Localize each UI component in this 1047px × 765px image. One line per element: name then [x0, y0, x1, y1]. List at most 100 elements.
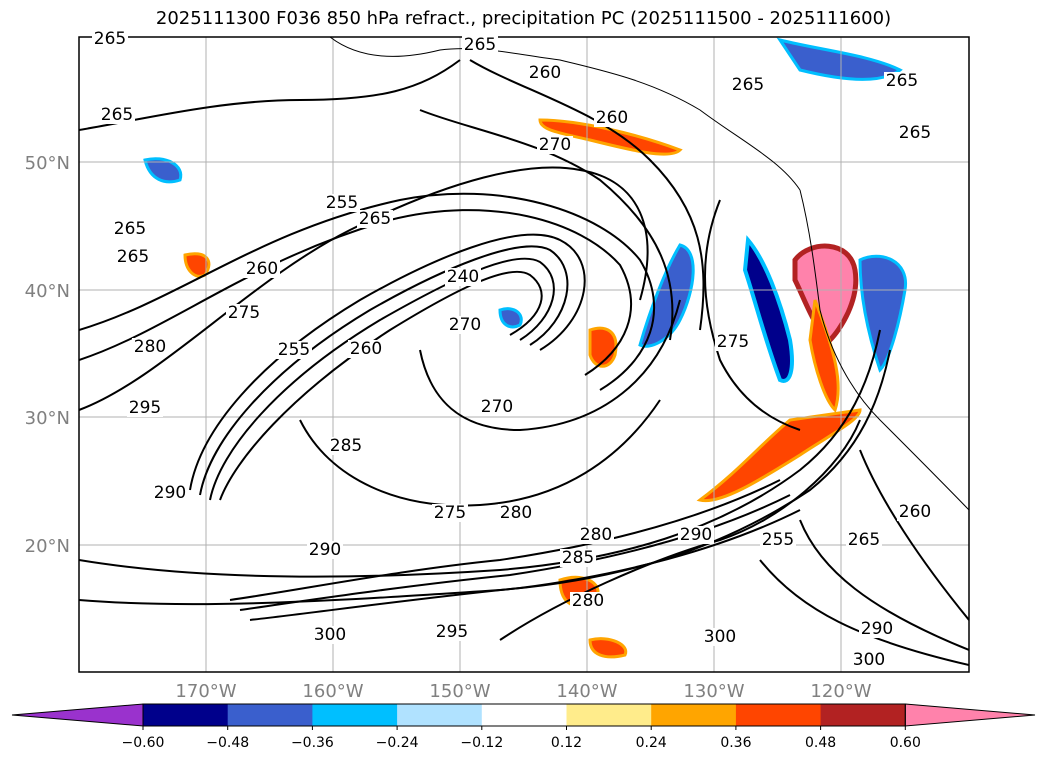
contour-label: 260 [529, 63, 561, 83]
contour-label: 275 [717, 332, 749, 352]
colorbar-tick-label: −0.36 [291, 735, 334, 751]
contour-label-bg [702, 628, 738, 646]
contour-label: 265 [886, 71, 918, 91]
contour-line [79, 329, 881, 578]
lon-label-160w: 160°W [302, 681, 363, 702]
contour-line [759, 559, 969, 666]
contour-label-bg [897, 503, 933, 521]
contour-line [189, 233, 586, 491]
coastline-alaska [329, 37, 801, 191]
contour-label: 295 [129, 398, 161, 418]
contour-line [419, 299, 681, 432]
contour-labels: 265 2652602602652652652702552652602752402… [92, 29, 933, 670]
contour-label-bg [99, 106, 135, 124]
contour-label-bg [328, 437, 364, 455]
coastline-west-na [799, 189, 969, 511]
contour-label-bg [432, 504, 468, 522]
colorbar-segment [481, 704, 567, 726]
colorbar-segment [397, 704, 483, 726]
contour-line [469, 59, 705, 331]
colorbar-segment [143, 704, 229, 726]
contour-label-bg [479, 398, 515, 416]
contour-label-bg [152, 484, 188, 502]
contour-label: 265 [114, 219, 146, 239]
contour-label: 260 [350, 339, 382, 359]
contour-label-bg [132, 338, 168, 356]
contour-label-bg [846, 531, 882, 549]
colorbar-extend-high [904, 703, 1036, 727]
contour-label-bg [897, 124, 933, 142]
contour-label: 290 [680, 525, 712, 545]
contour-label-bg [447, 316, 483, 334]
contour-line [249, 509, 801, 621]
contour-label: 265 [464, 35, 496, 55]
map-frame [78, 36, 970, 673]
colorbar-tick-label: −0.48 [206, 735, 249, 751]
contour-label: 275 [228, 303, 260, 323]
colorbar-tick-label: −0.60 [122, 735, 165, 751]
contour-label: 300 [704, 627, 736, 647]
colorbar-segment [820, 704, 906, 726]
contour-line [199, 245, 569, 496]
shade-blue-w [143, 157, 183, 184]
contour-label: 270 [449, 315, 481, 335]
contour-label: 255 [326, 193, 358, 213]
contour-label: 285 [562, 548, 594, 568]
colorbar-segment [566, 704, 652, 726]
shade-orange-south2 [588, 637, 628, 659]
contour-label: 300 [853, 650, 885, 670]
contour-line [219, 270, 543, 501]
coastlines [329, 37, 969, 511]
contour-label-bg [307, 541, 343, 559]
shade-blue-interior [858, 254, 907, 373]
contour-label-bg [434, 623, 470, 641]
contour-label-bg [859, 620, 895, 638]
contour-label: 260 [899, 502, 931, 522]
colorbar-tick-label: 0.60 [890, 735, 921, 751]
contour-label-bg [348, 340, 384, 358]
contour-label: 265 [359, 209, 391, 229]
lat-label-50n: 50°N [25, 153, 70, 174]
contour-label-bg [760, 531, 796, 549]
lat-label-20n: 20°N [25, 536, 70, 557]
contour-label: 280 [572, 591, 604, 611]
contour-label: 290 [154, 483, 186, 503]
contour-label-bg [112, 220, 148, 238]
shade-blue-gulf-north [776, 37, 903, 81]
lat-label-40n: 40°N [25, 281, 70, 302]
contour-label-bg [244, 260, 280, 278]
contour-label-bg [312, 626, 348, 644]
contour-label-bg [276, 341, 312, 359]
contour-label-bg [570, 592, 606, 610]
contour-label-bg [226, 304, 262, 322]
colorbar-segment [735, 704, 822, 726]
lat-label-30n: 30°N [25, 408, 70, 429]
map-title: 2025111300 F036 850 hPa refract., precip… [155, 8, 892, 29]
contour-line [419, 109, 674, 341]
contour-label: 300 [314, 625, 346, 645]
colorbar-tick-label: 0.24 [636, 735, 667, 751]
colorbar-tick-label: 0.12 [551, 735, 582, 751]
contour-label-bg [527, 64, 563, 82]
contour-label-bg [560, 549, 596, 567]
contour-label-bg [884, 72, 920, 90]
contour-label-bg [578, 526, 614, 544]
contour-label-bg [498, 504, 534, 522]
contour-line [859, 449, 969, 621]
contour-label: 270 [481, 397, 513, 417]
contour-label-bg [537, 136, 573, 154]
contour-label-bg [594, 109, 630, 127]
contour-line [704, 199, 801, 431]
contour-label: 290 [861, 619, 893, 639]
shade-blue-coastal-band [742, 235, 794, 383]
contour-label-bg [445, 268, 481, 286]
lon-label-130w: 130°W [683, 681, 744, 702]
refractivity-contours [79, 59, 969, 666]
colorbar-segment [227, 704, 313, 726]
contour-label-bg [324, 194, 360, 212]
contour-label-bg [678, 526, 714, 544]
contour-line [209, 257, 555, 501]
contour-label: 240 [447, 267, 479, 287]
contour-label: 280 [134, 337, 166, 357]
contour-label-bg [92, 30, 128, 48]
